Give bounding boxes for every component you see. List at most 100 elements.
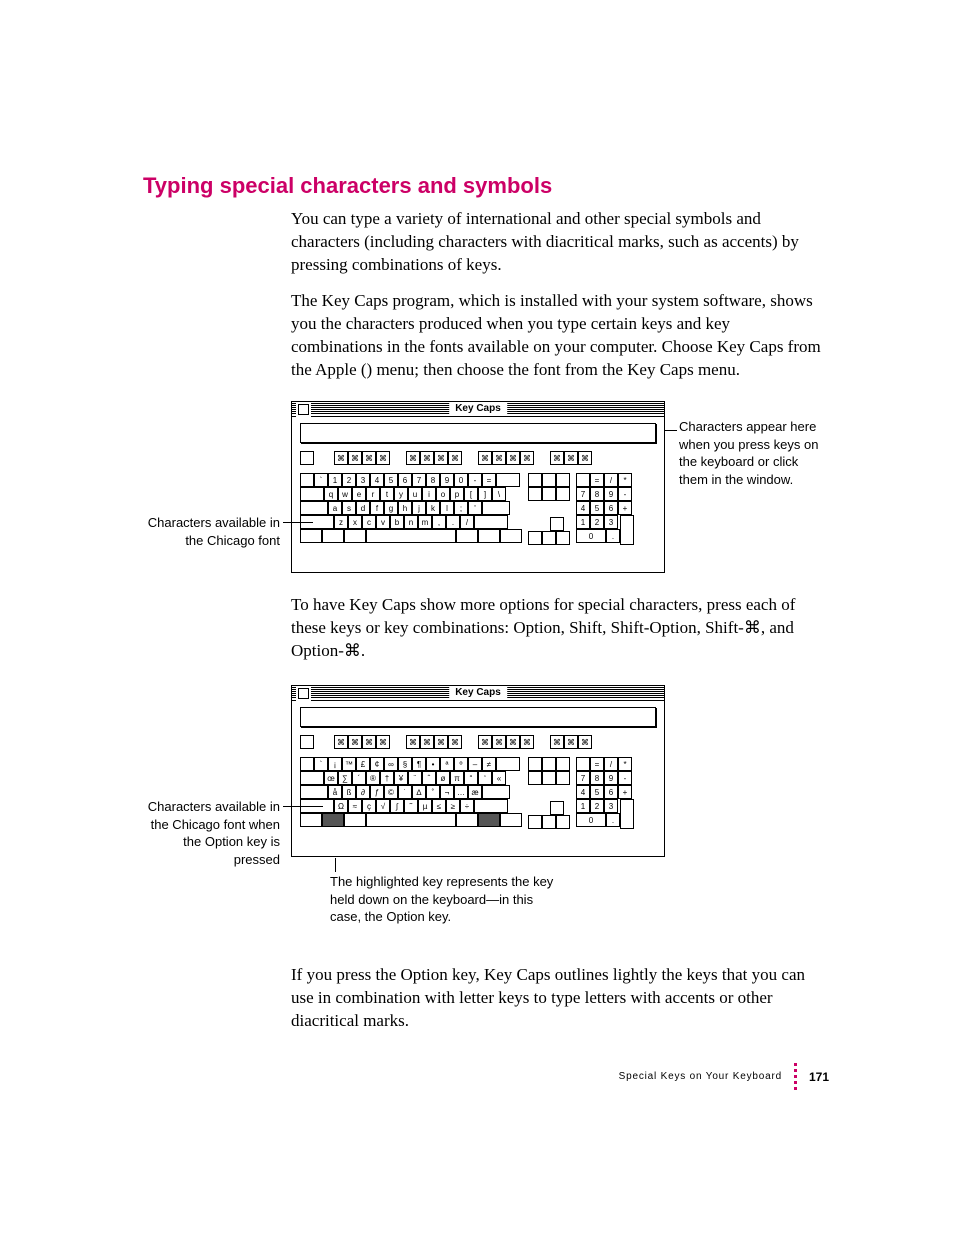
numpad-key-/[interactable]: / [604, 473, 618, 487]
key-©[interactable]: © [384, 785, 398, 799]
key-˙[interactable]: ˙ [398, 785, 412, 799]
numpad-key--[interactable]: - [618, 487, 632, 501]
key-w[interactable]: w [338, 487, 352, 501]
key-7[interactable]: 7 [412, 473, 426, 487]
key-y[interactable]: y [394, 487, 408, 501]
key-a[interactable]: a [328, 501, 342, 515]
numpad-key-+[interactable]: + [618, 501, 632, 515]
function-key[interactable]: ⌘ [406, 735, 420, 749]
key-pgup[interactable] [556, 473, 570, 487]
key-end[interactable] [542, 771, 556, 785]
key-o[interactable]: o [436, 487, 450, 501]
key-arrow-left[interactable] [528, 815, 542, 829]
function-key[interactable]: ⌘ [520, 451, 534, 465]
key-˚[interactable]: ˚ [426, 785, 440, 799]
key-option-right[interactable] [478, 529, 500, 543]
key-][interactable]: ] [478, 487, 492, 501]
key-´[interactable]: ´ [352, 771, 366, 785]
numpad-key-8[interactable]: 8 [590, 771, 604, 785]
function-key[interactable]: ⌘ [376, 735, 390, 749]
key-ç[interactable]: ç [362, 799, 376, 813]
key-=[interactable]: = [482, 473, 496, 487]
key-j[interactable]: j [412, 501, 426, 515]
function-key[interactable]: ⌘ [478, 451, 492, 465]
key-Ω[interactable]: Ω [334, 799, 348, 813]
key-ƒ[interactable]: ƒ [370, 785, 384, 799]
function-key[interactable]: ⌘ [578, 451, 592, 465]
key-≥[interactable]: ≥ [446, 799, 460, 813]
key-arrow-left[interactable] [528, 531, 542, 545]
key-£[interactable]: £ [356, 757, 370, 771]
character-display-field[interactable] [300, 707, 656, 727]
numpad-key-8[interactable]: 8 [590, 487, 604, 501]
key-command-left[interactable] [344, 529, 366, 543]
function-key[interactable]: ⌘ [362, 735, 376, 749]
key-…[interactable]: … [454, 785, 468, 799]
key-q[interactable]: q [324, 487, 338, 501]
key-tilde[interactable] [300, 757, 314, 771]
key-home[interactable] [542, 473, 556, 487]
key-option-right[interactable] [478, 813, 500, 827]
key-del[interactable] [528, 487, 542, 501]
numpad-key-1[interactable]: 1 [576, 515, 590, 529]
numpad-key-7[interactable]: 7 [576, 771, 590, 785]
key-option-left[interactable] [322, 529, 344, 543]
key-return[interactable] [482, 501, 510, 515]
key-ª[interactable]: ª [440, 757, 454, 771]
key-¬[interactable]: ¬ [440, 785, 454, 799]
function-key[interactable]: ⌘ [406, 451, 420, 465]
key-g[interactable]: g [384, 501, 398, 515]
key-shift-right[interactable] [474, 515, 508, 529]
key-3[interactable]: 3 [356, 473, 370, 487]
key-arrow-up[interactable] [550, 517, 564, 531]
close-box[interactable] [298, 688, 309, 699]
key-tab[interactable] [300, 771, 324, 785]
key-f[interactable]: f [370, 501, 384, 515]
key-s[interactable]: s [342, 501, 356, 515]
function-key[interactable]: ⌘ [564, 735, 578, 749]
numpad-key-=[interactable]: = [590, 473, 604, 487]
key-option-left[interactable] [322, 813, 344, 827]
numpad-key-9[interactable]: 9 [604, 487, 618, 501]
key-ß[interactable]: ß [342, 785, 356, 799]
key-9[interactable]: 9 [440, 473, 454, 487]
numpad-key-2[interactable]: 2 [590, 799, 604, 813]
numpad-key-dot[interactable]: . [606, 529, 620, 543]
key-æ[interactable]: æ [468, 785, 482, 799]
function-key[interactable]: ⌘ [506, 735, 520, 749]
key-capslock[interactable] [300, 785, 328, 799]
numpad-key-+[interactable]: + [618, 785, 632, 799]
key-'[interactable]: ' [468, 501, 482, 515]
function-key[interactable]: ⌘ [334, 451, 348, 465]
key-0[interactable]: 0 [454, 473, 468, 487]
key-command-right[interactable] [456, 529, 478, 543]
key-∫[interactable]: ∫ [390, 799, 404, 813]
close-box[interactable] [298, 404, 309, 415]
key--[interactable]: - [468, 473, 482, 487]
function-key[interactable]: ⌘ [578, 735, 592, 749]
numpad-key-[interactable] [576, 473, 590, 487]
character-display-field[interactable] [300, 423, 656, 443]
key-tab[interactable] [300, 487, 324, 501]
key-π[interactable]: π [450, 771, 464, 785]
key-1[interactable]: 1 [328, 473, 342, 487]
numpad-key-0[interactable]: 0 [576, 813, 606, 827]
function-key[interactable]: ⌘ [362, 451, 376, 465]
key-≈[interactable]: ≈ [348, 799, 362, 813]
function-key[interactable]: ⌘ [520, 735, 534, 749]
numpad-key-7[interactable]: 7 [576, 487, 590, 501]
key-c[interactable]: c [362, 515, 376, 529]
key-˜[interactable]: ˜ [404, 799, 418, 813]
function-key[interactable]: ⌘ [376, 451, 390, 465]
key-†[interactable]: † [380, 771, 394, 785]
function-key[interactable]: ⌘ [478, 735, 492, 749]
key-¡[interactable]: ¡ [328, 757, 342, 771]
key-e[interactable]: e [352, 487, 366, 501]
function-key[interactable]: ⌘ [448, 735, 462, 749]
function-key[interactable]: ⌘ [550, 735, 564, 749]
key-arrow-up[interactable] [550, 801, 564, 815]
numpad-key-/[interactable]: / [604, 757, 618, 771]
key-ins[interactable] [528, 757, 542, 771]
key-¶[interactable]: ¶ [412, 757, 426, 771]
key-end[interactable] [542, 487, 556, 501]
